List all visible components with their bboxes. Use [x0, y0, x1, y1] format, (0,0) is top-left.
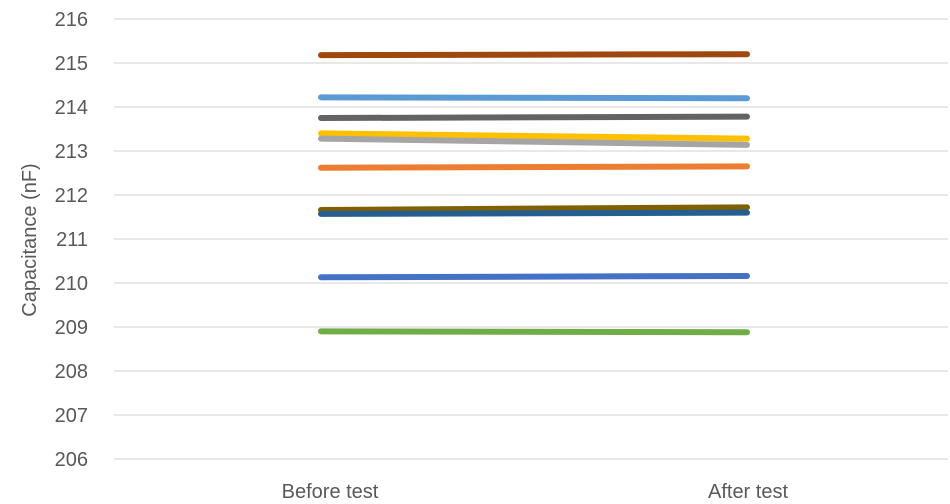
y-tick-label: 210: [55, 273, 88, 295]
series-line: [318, 328, 750, 336]
series-line: [318, 204, 750, 213]
x-axis-ticks: Before test After test: [282, 481, 789, 503]
y-tick-label: 212: [55, 185, 88, 207]
series-lines: [318, 51, 750, 336]
series-line: [318, 209, 750, 217]
y-tick-label: 215: [55, 53, 88, 75]
y-axis-title: Capacitance (nF): [19, 163, 41, 316]
y-tick-label: 214: [55, 97, 88, 119]
y-tick-label: 209: [55, 317, 88, 339]
series-line: [318, 135, 750, 148]
series-line: [318, 130, 750, 142]
y-axis-ticks: 206 207 208 209 210 211 212 213 214 215 216: [55, 9, 88, 471]
x-tick-label: Before test: [282, 481, 379, 503]
series-line: [318, 51, 750, 59]
y-tick-label: 206: [55, 449, 88, 471]
x-tick-label: After test: [708, 481, 788, 503]
series-line: [318, 163, 750, 171]
series-line: [318, 272, 750, 281]
y-tick-label: 207: [55, 405, 88, 427]
y-tick-label: 208: [55, 361, 88, 383]
grid: [114, 18, 948, 460]
y-tick-label: 216: [55, 9, 88, 31]
series-line: [318, 113, 750, 121]
series-line: [318, 94, 750, 102]
y-tick-label: 211: [56, 229, 88, 251]
y-tick-label: 213: [55, 141, 88, 163]
